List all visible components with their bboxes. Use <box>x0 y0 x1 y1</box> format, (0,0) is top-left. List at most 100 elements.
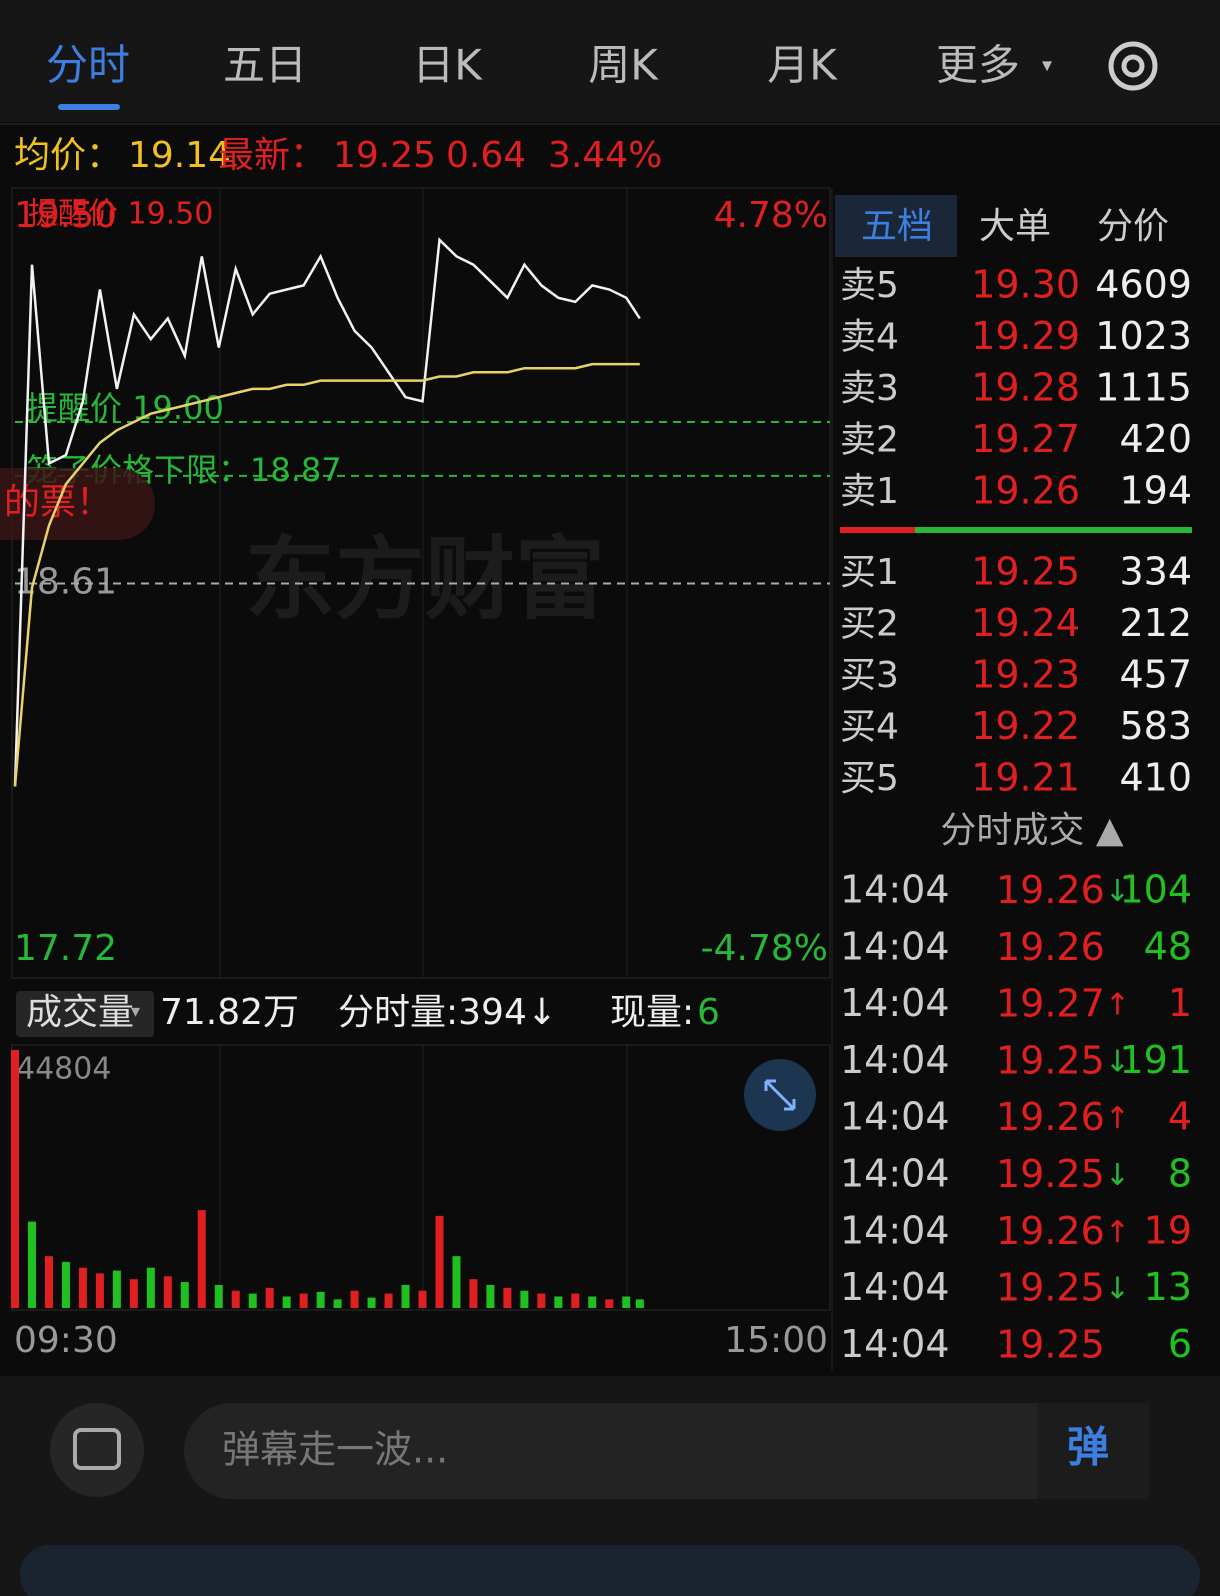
trade-direction: ↓ <box>1105 874 1130 909</box>
volume-bar <box>112 1270 121 1308</box>
trade-price: 19.27↑ <box>996 981 1130 1025</box>
tab[interactable]: 日K <box>412 41 483 90</box>
tab[interactable]: 更多 <box>936 41 1020 90</box>
book-volume: 1023 <box>1095 314 1192 358</box>
trade-price-value: 19.25 <box>996 1322 1105 1366</box>
book-price: 19.21 <box>971 756 1080 800</box>
gear[interactable] <box>1108 41 1158 91</box>
price-line <box>13 237 641 787</box>
tab[interactable]: 周K <box>588 41 659 90</box>
body <box>0 122 1220 1376</box>
volume-bar <box>384 1293 393 1308</box>
volume-bar <box>333 1299 342 1308</box>
alert-label: 提醒价 19.00 <box>26 389 224 427</box>
trade-volume: 8 <box>1168 1152 1192 1196</box>
book-volume: 457 <box>1119 653 1192 697</box>
volume-bar <box>452 1256 461 1308</box>
volume-bar <box>350 1290 359 1308</box>
trade-price-value: 19.26 <box>996 1208 1105 1252</box>
book-volume: 410 <box>1119 756 1192 800</box>
volume-bar <box>469 1279 478 1308</box>
tab[interactable]: 月K <box>767 41 838 90</box>
book-side: 卖5 <box>840 265 899 306</box>
minute-volume: 分时量:394↓ <box>338 992 557 1033</box>
tab-bg <box>835 195 957 257</box>
icon-glyph[interactable] <box>73 1428 121 1470</box>
book-tab[interactable]: 五档 <box>861 206 933 247</box>
volume-bar <box>418 1290 427 1308</box>
volume-selector[interactable] <box>16 991 154 1037</box>
book-tab[interactable]: 分价 <box>1097 206 1169 247</box>
volume-bar <box>282 1296 291 1308</box>
volume-bar <box>435 1215 444 1308</box>
settings-icon[interactable] <box>1108 41 1158 91</box>
book-price: 19.25 <box>971 550 1080 594</box>
trade-volume: 48 <box>1144 924 1192 968</box>
book-tab[interactable]: 大单 <box>979 206 1051 247</box>
book-price: 19.22 <box>971 704 1080 748</box>
trade-price: 19.25 <box>996 1322 1105 1366</box>
y2-tick-label: 4.78% <box>714 195 828 236</box>
quote-latest: 19.25 <box>333 135 436 176</box>
volume-bar <box>95 1273 104 1308</box>
input-placeholder[interactable]: 弹幕走一波... <box>222 1428 448 1472</box>
trade-volume: 191 <box>1119 1038 1192 1082</box>
volume-bar <box>401 1284 410 1308</box>
send-button[interactable]: 弹 <box>1067 1423 1109 1472</box>
send-button-bg[interactable] <box>1038 1403 1150 1499</box>
volume-bar <box>163 1276 172 1308</box>
trade-price: 19.26↑ <box>996 1095 1130 1139</box>
volume-bar <box>11 1050 19 1308</box>
trade-time: 14:04 <box>840 1322 950 1366</box>
quote-latest-label: 最新： <box>218 135 326 176</box>
tab[interactable]: 分时 <box>46 41 130 90</box>
volume-bar <box>588 1296 597 1308</box>
trade-time: 14:04 <box>840 868 950 912</box>
volume-total: 71.82万 <box>160 992 299 1033</box>
current-label: 现量: <box>610 992 694 1033</box>
expand-icon[interactable] <box>764 1079 796 1111</box>
quote-avg-label: 均价： <box>14 135 122 176</box>
book-volume: 1115 <box>1095 366 1192 410</box>
book-side: 卖1 <box>840 471 899 512</box>
top-alert: 提醒价 19.50 <box>28 197 213 232</box>
volume-bar <box>265 1287 274 1308</box>
book-side: 买5 <box>840 758 899 799</box>
trade-price-value: 19.26 <box>996 1095 1105 1139</box>
ratio-red <box>840 527 915 533</box>
volume-bar <box>214 1284 223 1308</box>
tab-bar <box>0 0 1220 122</box>
book-side: 卖2 <box>840 420 899 461</box>
input-box[interactable] <box>184 1403 1150 1499</box>
trade-price-value: 19.25 <box>996 1152 1105 1196</box>
trade-direction: ↑ <box>1105 1214 1130 1249</box>
volume-bar <box>180 1282 189 1308</box>
volume-bar <box>367 1297 376 1308</box>
book-volume: 194 <box>1119 469 1192 513</box>
book-price: 19.28 <box>971 366 1080 410</box>
trade-price: 19.26↑ <box>996 1208 1130 1252</box>
trade-price: 19.25↓ <box>996 1265 1130 1309</box>
tab[interactable]: 五日 <box>223 41 307 90</box>
volume-bar <box>571 1293 580 1308</box>
book-side: 买4 <box>840 707 899 748</box>
trade-direction: ↓ <box>1105 1158 1130 1193</box>
book-side: 买2 <box>840 604 899 645</box>
volume-tick: 44804 <box>16 1052 111 1087</box>
gear-hole[interactable] <box>1121 54 1145 78</box>
y-tick-label: 17.72 <box>14 928 117 969</box>
trade-time: 14:04 <box>840 981 950 1025</box>
volume-bar <box>146 1267 155 1308</box>
quote-avg: 19.14 <box>128 135 231 176</box>
trade-price: 19.25↓ <box>996 1038 1130 1082</box>
trade-time: 14:04 <box>840 924 950 968</box>
book-volume: 4609 <box>1095 263 1192 307</box>
trade-volume: 19 <box>1144 1208 1192 1252</box>
trade-time: 14:04 <box>840 1095 950 1139</box>
ratio-green <box>915 527 1192 533</box>
book-price: 19.29 <box>971 314 1080 358</box>
trade-price-value: 19.27 <box>996 981 1105 1025</box>
alert-value: 18.87 <box>250 451 342 489</box>
book-side: 买1 <box>840 552 899 593</box>
danmaku-icon[interactable] <box>50 1403 144 1497</box>
